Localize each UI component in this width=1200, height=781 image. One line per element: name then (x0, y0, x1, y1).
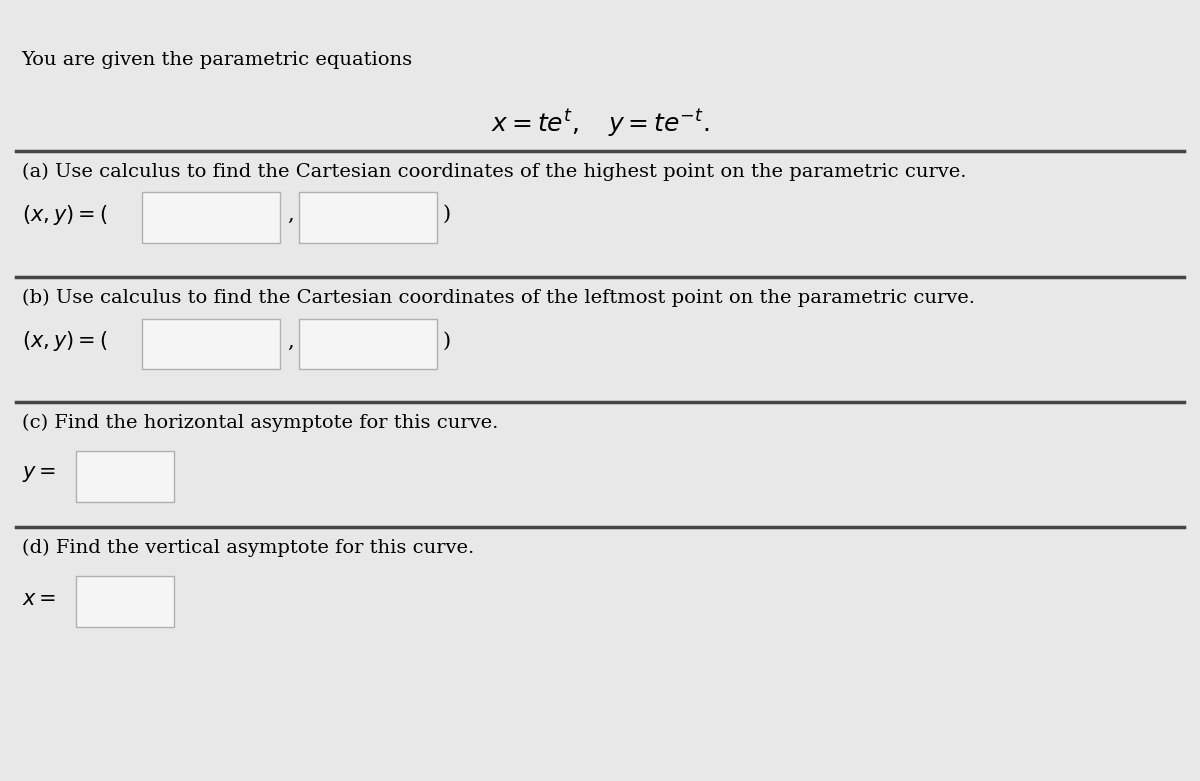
FancyBboxPatch shape (299, 192, 437, 243)
Text: ,: , (287, 205, 294, 224)
FancyBboxPatch shape (76, 576, 174, 627)
Text: ): ) (443, 205, 451, 224)
Text: You are given the parametric equations: You are given the parametric equations (22, 51, 413, 69)
Text: ,: , (287, 332, 294, 351)
Text: $(x, y) = ($: $(x, y) = ($ (22, 330, 107, 353)
FancyBboxPatch shape (142, 192, 280, 243)
Text: $(x, y) = ($: $(x, y) = ($ (22, 203, 107, 226)
Text: (b) Use calculus to find the Cartesian coordinates of the leftmost point on the : (b) Use calculus to find the Cartesian c… (22, 289, 974, 307)
FancyBboxPatch shape (299, 319, 437, 369)
Text: $y = $: $y = $ (22, 464, 56, 484)
Text: ): ) (443, 332, 451, 351)
Text: $x = te^{t}, \quad y = te^{-t}.$: $x = te^{t}, \quad y = te^{-t}.$ (491, 108, 709, 139)
Text: (a) Use calculus to find the Cartesian coordinates of the highest point on the p: (a) Use calculus to find the Cartesian c… (22, 162, 966, 180)
Text: (c) Find the horizontal asymptote for this curve.: (c) Find the horizontal asymptote for th… (22, 414, 498, 432)
Text: (d) Find the vertical asymptote for this curve.: (d) Find the vertical asymptote for this… (22, 539, 474, 557)
FancyBboxPatch shape (142, 319, 280, 369)
FancyBboxPatch shape (76, 451, 174, 502)
Text: $x = $: $x = $ (22, 590, 56, 608)
